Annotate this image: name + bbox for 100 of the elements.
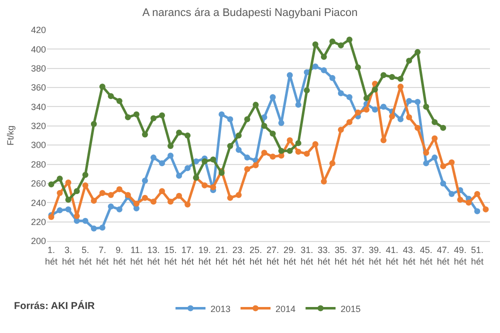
y-tick-label: 340 — [30, 102, 46, 112]
x-tick-label: 39. hét — [368, 244, 382, 266]
point — [227, 116, 234, 122]
point — [432, 154, 438, 161]
x-tick-label: 47. hét — [436, 244, 450, 266]
point — [312, 63, 318, 70]
point — [82, 218, 88, 224]
point — [108, 192, 114, 198]
y-tick-label: 400 — [30, 44, 46, 54]
point — [65, 196, 72, 203]
point — [295, 148, 302, 155]
x-tick-label: 21. hét — [215, 244, 228, 266]
point — [202, 158, 208, 164]
point — [159, 160, 166, 166]
point — [261, 122, 268, 129]
point — [338, 90, 344, 96]
point — [389, 113, 396, 120]
point — [116, 98, 122, 104]
point — [286, 148, 293, 154]
point — [346, 119, 352, 126]
x-tick-label: 13. hét — [147, 244, 160, 266]
point — [184, 132, 191, 138]
point — [312, 41, 318, 48]
point — [380, 137, 387, 144]
point — [150, 154, 156, 161]
y-tick-label: 360 — [30, 82, 46, 93]
x-tick-label: 35. hét — [334, 244, 348, 266]
x-tick-label: 1. hét — [45, 244, 58, 266]
x-tick-label: 31. hét — [300, 244, 314, 266]
point — [474, 208, 480, 214]
x-tick-label: 17. hét — [181, 244, 194, 266]
point — [184, 202, 191, 208]
x-tick-label: 3. hét — [62, 244, 76, 266]
point — [252, 102, 259, 108]
y-tick-label: 420 — [30, 25, 46, 36]
point — [108, 93, 114, 100]
point — [236, 146, 242, 153]
point — [74, 188, 80, 194]
point — [90, 198, 97, 204]
point — [168, 143, 174, 150]
point — [466, 200, 472, 206]
x-tick-label: 25. hét — [249, 244, 262, 266]
y-tick-label: 200 — [30, 236, 46, 246]
point — [320, 54, 327, 60]
point — [142, 178, 148, 184]
point — [304, 87, 310, 94]
point — [252, 162, 259, 168]
point — [176, 130, 182, 136]
x-tick-label: 5. hét — [79, 244, 92, 266]
point — [338, 126, 344, 133]
point — [414, 98, 421, 105]
x-tick-label: 19. hét — [198, 244, 212, 266]
point — [329, 74, 336, 81]
point — [380, 104, 387, 110]
point — [270, 130, 276, 137]
point — [304, 150, 310, 157]
x-tick-label: 29. hét — [284, 244, 297, 266]
point — [108, 203, 114, 210]
point — [150, 198, 156, 205]
point — [389, 74, 396, 80]
point — [82, 182, 88, 188]
x-tick-label: 43. hét — [402, 244, 416, 266]
point — [448, 159, 455, 166]
point — [244, 154, 250, 161]
point — [423, 104, 430, 110]
point — [354, 64, 361, 70]
y-tick-label: 380 — [30, 64, 46, 74]
point — [329, 38, 336, 45]
point — [56, 207, 63, 214]
point — [159, 188, 166, 194]
point — [65, 180, 72, 186]
point — [406, 98, 412, 104]
point — [150, 115, 156, 122]
point — [202, 182, 208, 188]
point — [142, 194, 148, 201]
point — [414, 124, 421, 131]
y-tick-label: 320 — [30, 121, 46, 132]
point — [432, 135, 438, 142]
point — [244, 116, 250, 122]
point — [372, 106, 378, 113]
legend-label: 2014 — [276, 304, 296, 314]
point — [116, 186, 122, 192]
point — [398, 116, 404, 122]
point — [423, 160, 430, 166]
point — [440, 180, 446, 186]
point — [423, 150, 430, 156]
point — [448, 191, 455, 197]
x-tick-label: 11. hét — [130, 244, 144, 266]
point — [440, 163, 446, 170]
point — [278, 148, 284, 154]
point — [295, 140, 302, 146]
point — [414, 49, 421, 56]
x-tick-label: 23. hét — [232, 244, 246, 266]
point — [74, 213, 80, 220]
point — [48, 181, 54, 188]
point — [227, 143, 234, 150]
point — [227, 194, 234, 201]
point — [99, 84, 106, 90]
x-tick-label: 7. hét — [96, 244, 110, 266]
x-tick-label: 15. hét — [164, 244, 178, 266]
